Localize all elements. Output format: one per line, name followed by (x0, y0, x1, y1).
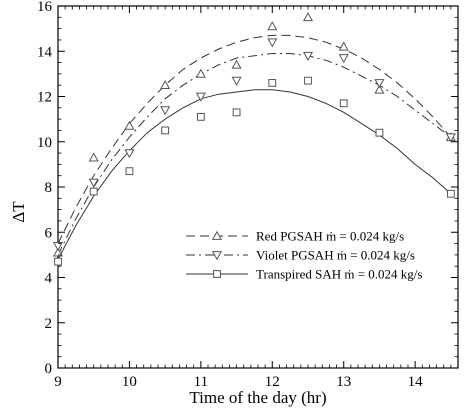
series-3-point (125, 167, 134, 176)
series-1-point (52, 247, 64, 257)
series-2-point (338, 54, 349, 64)
legend: Red PGSAH ṁ = 0.024 kg/s Violet PGSAH ṁ =… (186, 229, 422, 282)
series-2-point (374, 79, 385, 89)
series-1-point (124, 120, 135, 130)
y-tick-label: 16 (37, 0, 53, 15)
x-tick-label: 11 (194, 374, 208, 390)
plot-frame (57, 5, 459, 369)
series-3-point (54, 257, 62, 266)
y-tick-label: 12 (37, 90, 52, 106)
y-tick-label: 4 (45, 271, 53, 287)
series-3-point (268, 79, 277, 87)
series-2-point (52, 241, 64, 252)
y-axis-title: ΔT (9, 201, 28, 223)
legend-label-1: Red PGSAH ṁ = 0.024 kg/s (256, 229, 404, 244)
series-1-point (302, 12, 314, 22)
series-1-point (374, 84, 385, 94)
series-2-point (445, 133, 456, 143)
series-2-point (124, 149, 135, 159)
series-2-point (195, 92, 206, 102)
x-tick-label: 13 (336, 374, 351, 390)
x-tick-label: 14 (408, 374, 424, 390)
series-3-point (196, 112, 205, 121)
y-tick-label: 2 (45, 316, 53, 332)
series-2-fit-line (57, 53, 452, 256)
series-1-point (231, 59, 242, 69)
x-axis-title: Time of the day (hr) (189, 388, 326, 407)
series-3-point (375, 128, 384, 137)
series-3-fit-line (57, 89, 452, 260)
series-2-point (302, 51, 314, 62)
legend-label-3: Transpired SAH ṁ = 0.024 kg/s (256, 267, 422, 282)
markers (52, 12, 456, 266)
series-3-point (89, 187, 98, 196)
series-2-point (88, 178, 99, 188)
series-3-point (446, 189, 455, 198)
series-1-fit-line (57, 34, 452, 244)
fit-lines (57, 34, 452, 260)
x-tick-label: 9 (54, 374, 62, 390)
series-1-point (160, 79, 171, 90)
series-3-point (339, 99, 348, 108)
ticks: 9 10 11 12 13 14 0 2 4 6 8 10 12 14 16 (37, 0, 459, 390)
y-tick-label: 0 (45, 361, 53, 377)
legend-label-2: Violet PGSAH ṁ = 0.024 kg/s (256, 248, 415, 263)
y-tick-label: 6 (45, 225, 53, 241)
x-tick-label: 12 (265, 374, 280, 390)
series-2-point (231, 76, 242, 86)
series-1-point (195, 68, 206, 78)
series-1-point (267, 21, 278, 31)
series-2-point (160, 106, 171, 116)
legend-marker-3 (213, 270, 221, 278)
y-tick-label: 14 (37, 44, 53, 60)
series-3-point (161, 126, 170, 135)
series-2-point (267, 38, 278, 48)
series-3-point (304, 76, 312, 85)
legend-marker-2 (211, 251, 223, 261)
y-tick-label: 8 (45, 180, 53, 196)
plot-border (57, 5, 459, 369)
x-tick-label: 10 (122, 374, 137, 390)
series-1-point (88, 152, 99, 162)
series-3-point (232, 108, 241, 117)
series-1-point (338, 41, 349, 51)
legend-marker-1 (211, 230, 223, 240)
y-tick-label: 10 (37, 135, 52, 151)
